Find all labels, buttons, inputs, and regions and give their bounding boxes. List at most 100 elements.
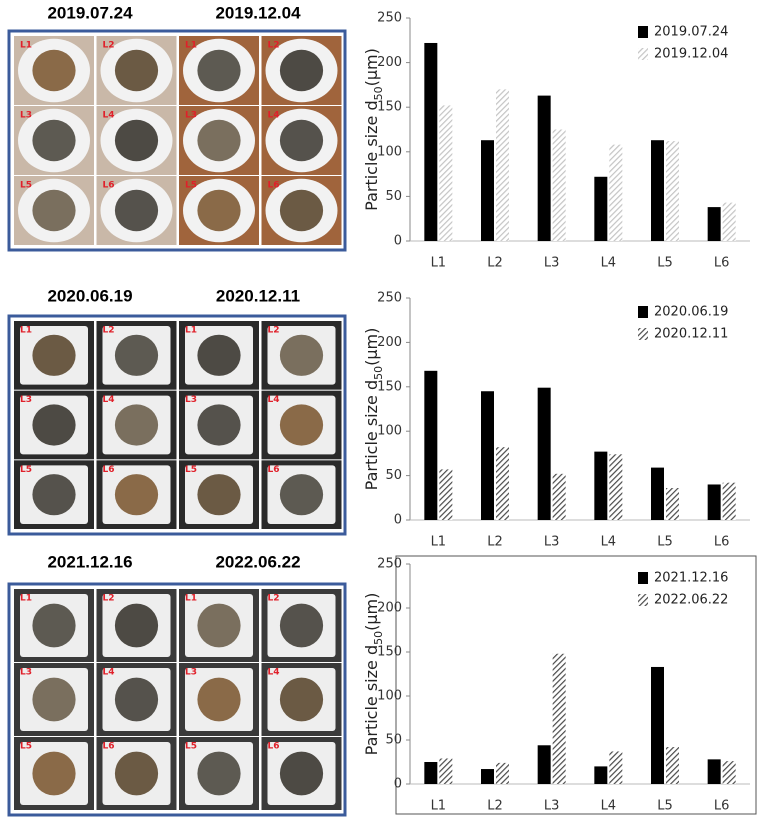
sample: [32, 677, 76, 722]
panel-date: 2022.06.22: [215, 552, 300, 571]
sample: [197, 49, 241, 92]
bar: [439, 469, 453, 520]
panel-date: 2020.06.19: [47, 286, 132, 305]
y-tick-label: 150: [377, 645, 402, 660]
sample-label: L2: [103, 594, 115, 604]
y-label-main: Particle size d: [362, 645, 381, 755]
bar: [722, 202, 736, 241]
sample-label: L3: [185, 395, 197, 405]
y-label-main: Particle size d: [362, 100, 381, 210]
sample-label: L4: [103, 668, 115, 678]
legend-label: 2021.12.16: [654, 571, 728, 586]
y-tick-label: 100: [377, 689, 402, 704]
legend-swatch: [638, 328, 648, 340]
bar: [666, 141, 679, 241]
sample: [197, 751, 241, 796]
sample-label: L4: [268, 668, 280, 678]
y-tick-label: 0: [394, 234, 402, 249]
y-tick-label: 0: [394, 513, 402, 528]
bar: [481, 769, 494, 784]
bar: [424, 370, 438, 520]
y-axis-label: Particle size d50(μm): [362, 48, 385, 211]
bar: [594, 451, 608, 520]
sample: [279, 334, 324, 376]
bar: [594, 766, 608, 784]
sample: [197, 474, 241, 516]
legend-swatch: [638, 594, 648, 606]
x-tick-label: L3: [544, 799, 560, 814]
bar: [424, 42, 438, 242]
legend-label: 2019.12.04: [654, 47, 728, 62]
x-tick-label: L3: [544, 256, 560, 271]
sample: [32, 404, 76, 446]
x-tick-label: L1: [431, 256, 447, 271]
sample: [279, 677, 324, 722]
bar: [537, 387, 551, 520]
sample-label: L4: [268, 111, 280, 121]
legend-label: 2020.12.11: [654, 327, 728, 342]
sample-label: L3: [20, 395, 32, 405]
sample-label: L5: [20, 742, 32, 752]
sample-label: L6: [103, 465, 115, 475]
sample-label: L2: [268, 41, 280, 51]
sample-label: L3: [185, 111, 197, 121]
legend-swatch: [638, 26, 648, 38]
sample-label: L1: [185, 326, 197, 336]
panel-date: 2021.12.16: [47, 552, 132, 571]
x-tick-label: L5: [657, 799, 673, 814]
sample-label: L1: [185, 41, 197, 51]
sample-label: L6: [103, 181, 115, 191]
legend-label: 2022.06.22: [654, 593, 728, 608]
sample: [114, 677, 159, 722]
y-tick-label: 0: [394, 777, 402, 792]
bar: [707, 759, 721, 784]
bar: [651, 140, 664, 241]
y-axis-label: Particle size d50(μm): [362, 593, 385, 756]
bar: [609, 454, 623, 520]
sample: [279, 751, 324, 796]
sample-label: L2: [103, 326, 115, 336]
sample: [114, 49, 159, 92]
sample: [32, 119, 76, 162]
plot-frame: [395, 555, 757, 815]
x-tick-label: L2: [487, 256, 503, 271]
sample: [197, 189, 241, 232]
x-tick-label: L5: [657, 535, 673, 550]
y-label-unit: (μm): [362, 593, 381, 631]
x-tick-label: L4: [601, 256, 617, 271]
y-label-unit: (μm): [362, 48, 381, 86]
sample: [32, 603, 76, 648]
bar: [439, 758, 453, 784]
x-tick-label: L4: [601, 799, 617, 814]
sample-label: L4: [103, 111, 115, 121]
sample-label: L2: [268, 594, 280, 604]
sample: [197, 603, 241, 648]
sample-label: L4: [103, 395, 115, 405]
panel-date: 2020.12.11: [216, 286, 300, 305]
bar: [481, 140, 494, 241]
sample: [279, 189, 324, 232]
legend-label: 2020.06.19: [654, 305, 728, 320]
sample: [197, 334, 241, 376]
panel-date: 2019.12.04: [215, 3, 301, 22]
x-tick-label: L2: [487, 799, 503, 814]
sample: [114, 603, 159, 648]
x-tick-label: L1: [431, 799, 447, 814]
bar: [496, 89, 509, 241]
x-tick-label: L6: [714, 799, 730, 814]
y-axis-label: Particle size d50(μm): [362, 328, 385, 491]
y-label-sub: 50: [372, 366, 385, 380]
bar: [552, 473, 566, 520]
sample-label: L6: [103, 742, 115, 752]
sample-label: L5: [185, 465, 197, 475]
sample: [279, 474, 324, 516]
sample: [197, 677, 241, 722]
bar: [651, 467, 664, 520]
sample: [279, 119, 324, 162]
x-tick-label: L1: [431, 535, 447, 550]
y-tick-label: 150: [377, 379, 402, 394]
sample-label: L5: [185, 742, 197, 752]
sample-label: L2: [103, 41, 115, 51]
sample-label: L6: [268, 181, 280, 191]
bar: [552, 129, 566, 241]
